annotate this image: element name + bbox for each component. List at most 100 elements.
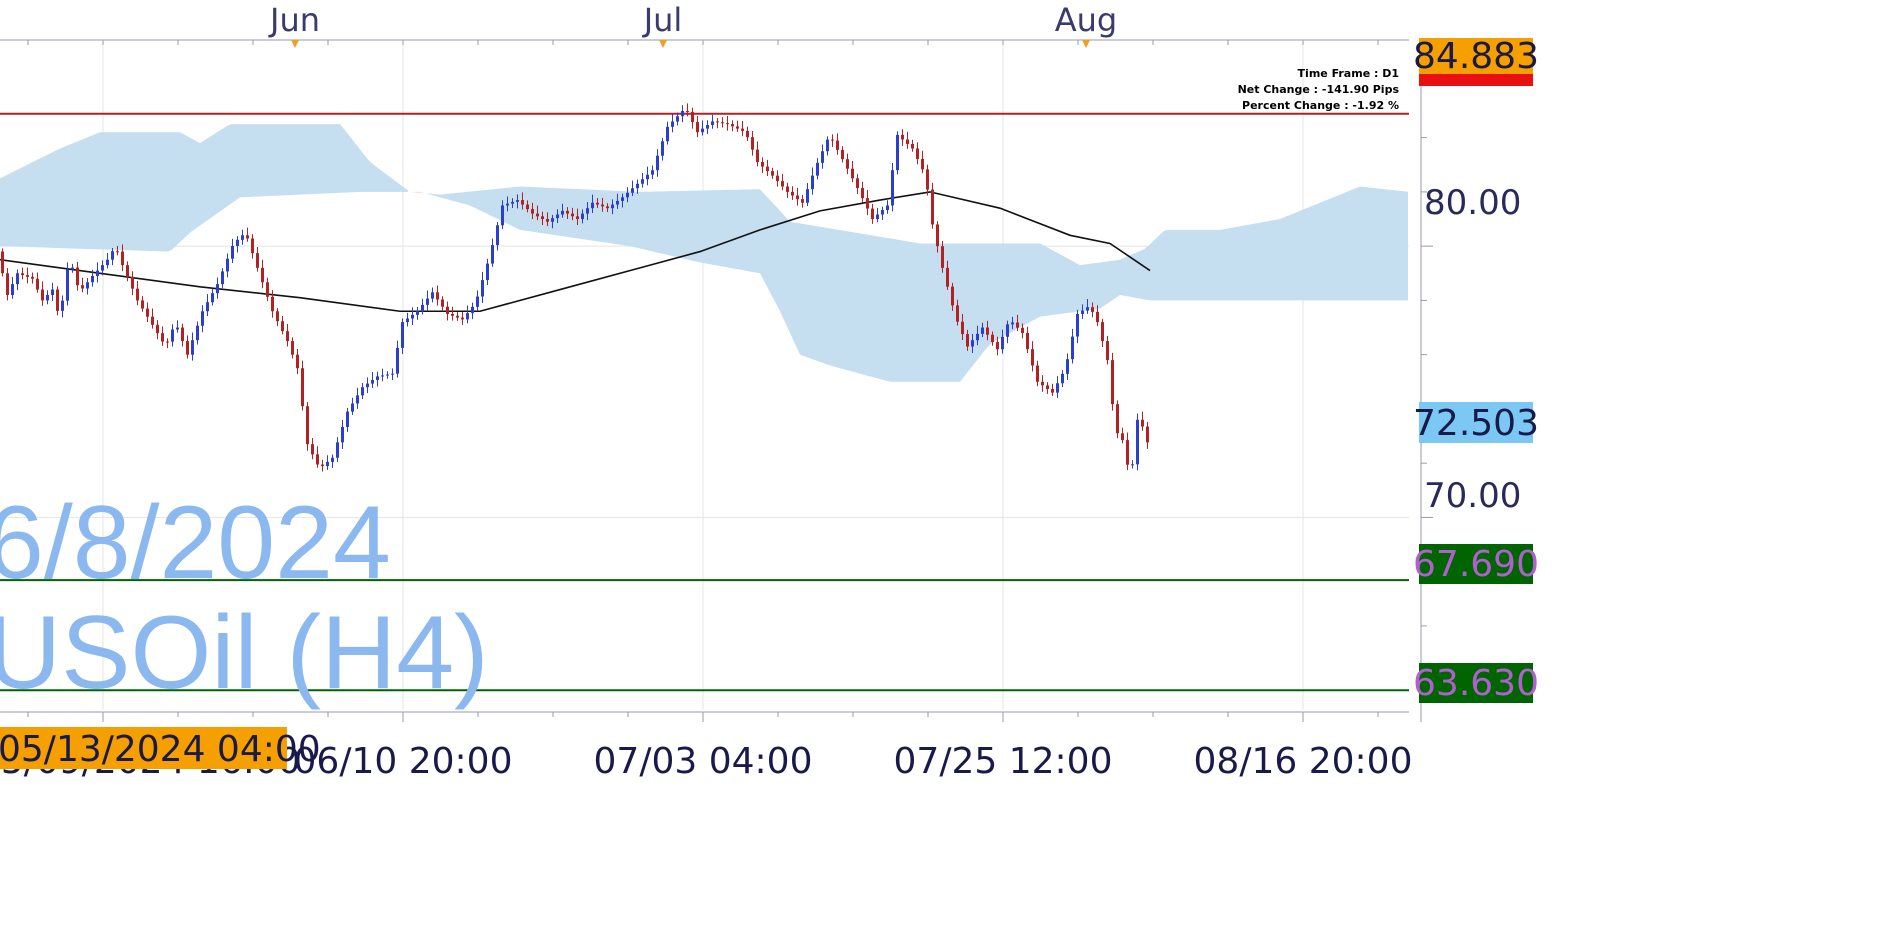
candle-body xyxy=(106,259,109,266)
candle-body xyxy=(606,206,609,209)
candle-body xyxy=(126,265,129,277)
candle-body xyxy=(91,275,94,283)
price-axis-ticks xyxy=(1421,82,1433,681)
candle-body xyxy=(346,411,349,427)
candle-body xyxy=(486,263,489,281)
candle-body xyxy=(1051,389,1054,393)
candle-body xyxy=(1061,373,1064,384)
candle-body xyxy=(61,300,64,311)
candle-body xyxy=(716,121,719,123)
candle-body xyxy=(631,188,634,193)
candlesticks xyxy=(1,103,1149,472)
candle-body xyxy=(1031,349,1034,366)
candle-body xyxy=(571,213,574,217)
candle-body xyxy=(316,454,319,465)
candle-body xyxy=(646,174,649,180)
candle-body xyxy=(831,139,834,141)
month-markers: Jun Jul Aug xyxy=(268,1,1117,48)
percent-change-info: Percent Change : -1.92 % xyxy=(1242,99,1399,112)
candle-body xyxy=(1076,313,1079,337)
candle-body xyxy=(1001,336,1004,350)
candle-body xyxy=(626,192,629,198)
watermark-date: 6/8/2024 xyxy=(0,485,391,601)
candle-body xyxy=(1036,365,1039,382)
month-marker-jul-icon xyxy=(659,40,667,48)
candle-body xyxy=(251,238,254,254)
candle-body xyxy=(676,116,679,122)
candle-body xyxy=(466,313,469,320)
candle-body xyxy=(786,186,789,192)
candle-body xyxy=(481,280,484,297)
candle-body xyxy=(496,225,499,246)
candle-body xyxy=(411,314,414,319)
candle-body xyxy=(781,181,784,187)
candle-body xyxy=(66,269,69,301)
candle-body xyxy=(1056,383,1059,393)
candle-body xyxy=(401,322,404,348)
candle-body xyxy=(236,239,239,246)
top-axis-ticks xyxy=(27,40,1379,45)
level-box-67690[interactable] xyxy=(1419,544,1533,584)
candle-body xyxy=(881,209,884,215)
candle-body xyxy=(56,289,59,311)
candle-body xyxy=(726,123,729,125)
horizontal-levels[interactable] xyxy=(0,112,1409,692)
candle-body xyxy=(446,306,449,314)
candle-body xyxy=(216,284,219,294)
month-label-aug: Aug xyxy=(1055,1,1117,39)
candle-body xyxy=(806,189,809,203)
candle-body xyxy=(1131,464,1134,466)
candle-body xyxy=(311,444,314,455)
candle-body xyxy=(391,373,394,375)
candle-body xyxy=(186,341,189,355)
candle-body xyxy=(1111,360,1114,405)
candle-body xyxy=(971,340,974,347)
level-label-63630: 63.630 xyxy=(1413,663,1539,704)
candle-body xyxy=(1086,307,1089,311)
candle-body xyxy=(171,329,174,342)
candle-body xyxy=(261,267,264,283)
candle-body xyxy=(41,289,44,301)
candle-body xyxy=(36,278,39,290)
candle-body xyxy=(696,122,699,133)
candle-body xyxy=(996,341,999,350)
candle-body xyxy=(941,246,944,268)
candle-body xyxy=(821,151,824,163)
candle-body xyxy=(31,276,34,279)
candle-body xyxy=(776,175,779,182)
candle-body xyxy=(26,275,29,277)
candle-body xyxy=(1101,322,1104,342)
candle-body xyxy=(636,183,639,189)
candle-body xyxy=(991,334,994,342)
candle-body xyxy=(581,213,584,220)
candle-body xyxy=(936,224,939,247)
candle-body xyxy=(586,208,589,214)
candle-body xyxy=(846,159,849,169)
candle-body xyxy=(981,327,984,334)
candle-body xyxy=(906,139,909,144)
candle-body xyxy=(856,178,859,189)
candle-body xyxy=(671,121,674,127)
candle-body xyxy=(931,189,934,225)
candle-body xyxy=(326,461,329,467)
candle-body xyxy=(591,202,594,209)
candle-body xyxy=(331,457,334,462)
candle-body xyxy=(741,128,744,131)
candle-body xyxy=(221,271,224,285)
candle-body xyxy=(241,235,244,240)
candle-body xyxy=(736,126,739,129)
candle-body xyxy=(1116,404,1119,434)
current-price-box[interactable] xyxy=(1419,402,1533,443)
candle-body xyxy=(861,188,864,199)
price-tick-70: 70.00 xyxy=(1424,476,1521,516)
candle-body xyxy=(86,282,89,289)
candle-body xyxy=(461,317,464,320)
candle-body xyxy=(136,288,139,301)
candle-body xyxy=(101,265,104,271)
level-box-63630[interactable] xyxy=(1419,663,1533,703)
candle-body xyxy=(81,285,84,289)
candle-body xyxy=(11,284,14,295)
candle-body xyxy=(601,204,604,207)
candle-body xyxy=(576,216,579,220)
